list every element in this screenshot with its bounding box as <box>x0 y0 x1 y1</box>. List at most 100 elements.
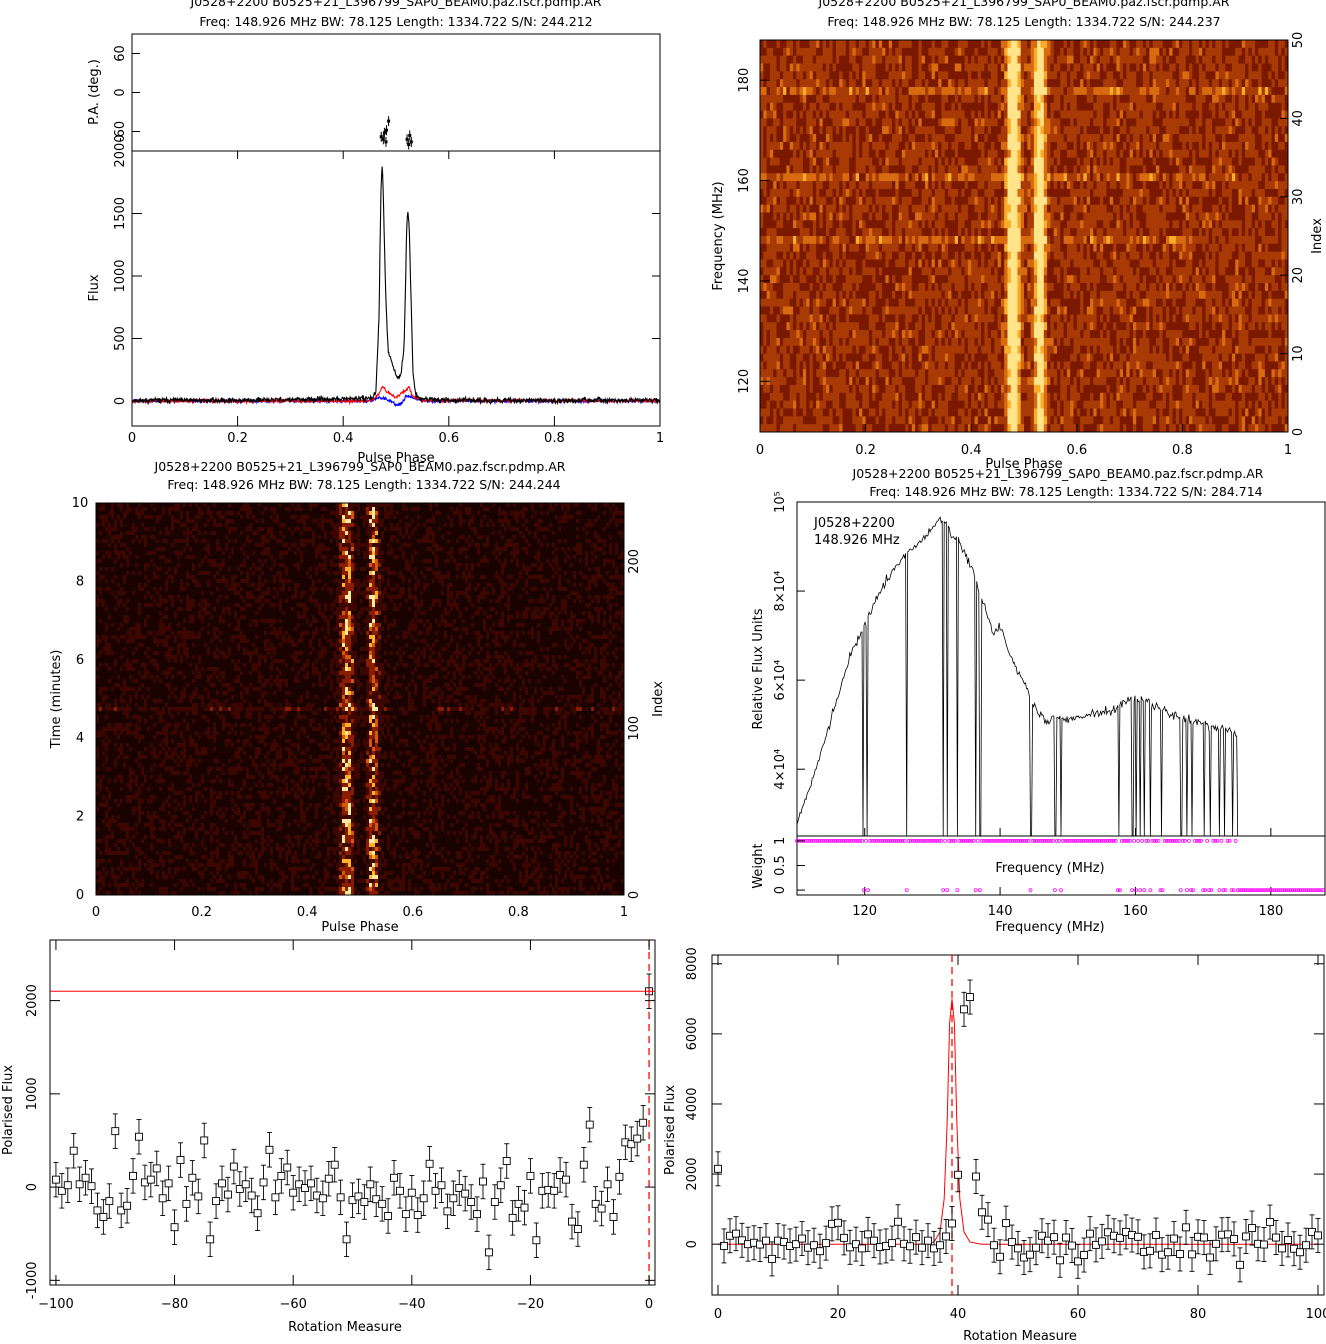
heatmap-cell <box>951 118 955 126</box>
heatmap-cell <box>882 181 886 189</box>
heatmap-cell <box>1021 252 1025 260</box>
heatmap-cell <box>981 48 985 56</box>
heatmap-cell <box>1153 212 1157 220</box>
heatmap-cell <box>767 103 771 111</box>
heatmap-cell <box>1179 134 1183 142</box>
heatmap-cell <box>971 181 975 189</box>
heatmap-cell <box>1044 48 1048 56</box>
heatmap-cell <box>1120 189 1124 197</box>
heatmap-cell <box>1219 220 1223 228</box>
heatmap-cell <box>1090 64 1094 72</box>
heatmap-cell <box>905 71 909 79</box>
heatmap-cell <box>1140 220 1144 228</box>
heatmap-cell <box>928 142 932 150</box>
heatmap-cell <box>1235 197 1239 205</box>
heatmap-cell <box>790 220 794 228</box>
heatmap-cell <box>1202 111 1206 119</box>
heatmap-cell <box>1222 228 1226 236</box>
heatmap-cell <box>843 165 847 173</box>
heatmap-cell <box>1281 95 1285 103</box>
heatmap-cell <box>876 64 880 72</box>
heatmap-cell <box>988 244 992 252</box>
heatmap-cell <box>988 252 992 260</box>
heatmap-cell <box>1252 150 1256 158</box>
heatmap-cell <box>935 181 939 189</box>
heatmap-cell <box>1212 165 1216 173</box>
heatmap-cell <box>889 260 893 268</box>
heatmap-cell <box>1140 40 1144 48</box>
heatmap-cell <box>978 173 982 181</box>
heatmap-cell <box>1225 189 1229 197</box>
heatmap-cell <box>806 142 810 150</box>
heatmap-cell <box>800 118 804 126</box>
heatmap-cell <box>918 48 922 56</box>
heatmap-cell <box>988 71 992 79</box>
heatmap-cell <box>1281 71 1285 79</box>
heatmap-cell <box>1074 142 1078 150</box>
heatmap-cell <box>826 252 830 260</box>
heatmap-cell <box>806 134 810 142</box>
heatmap-cell <box>885 103 889 111</box>
heatmap-cell <box>843 236 847 244</box>
heatmap-cell <box>816 111 820 119</box>
heatmap-cell <box>899 260 903 268</box>
heatmap-cell <box>991 111 995 119</box>
heatmap-cell <box>1248 205 1252 213</box>
heatmap-cell <box>1209 173 1213 181</box>
heatmap-cell <box>895 189 899 197</box>
heatmap-cell <box>763 181 767 189</box>
heatmap-cell <box>1255 118 1259 126</box>
heatmap-cell <box>829 181 833 189</box>
heatmap-cell <box>912 267 916 275</box>
heatmap-cell <box>1113 181 1117 189</box>
heatmap-cell <box>1103 134 1107 142</box>
heatmap-cell <box>790 267 794 275</box>
heatmap-cell <box>859 142 863 150</box>
heatmap-cell <box>777 173 781 181</box>
heatmap-cell <box>1021 228 1025 236</box>
heatmap-cell <box>885 236 889 244</box>
heatmap-cell <box>1235 236 1239 244</box>
heatmap-cell <box>1278 220 1282 228</box>
heatmap-cell <box>1242 142 1246 150</box>
heatmap-cell <box>1262 126 1266 134</box>
heatmap-cell <box>899 64 903 72</box>
heatmap-cell <box>1166 103 1170 111</box>
heatmap-cell <box>971 165 975 173</box>
heatmap-cell <box>1278 48 1282 56</box>
heatmap-cell <box>998 189 1002 197</box>
heatmap-cell <box>856 165 860 173</box>
heatmap-cell <box>1206 111 1210 119</box>
heatmap-cell <box>852 87 856 95</box>
heatmap-cell <box>971 48 975 56</box>
heatmap-cell <box>1123 111 1127 119</box>
heatmap-cell <box>928 173 932 181</box>
heatmap-cell <box>803 244 807 252</box>
heatmap-cell <box>978 212 982 220</box>
heatmap-cell <box>777 236 781 244</box>
heatmap-cell <box>1255 40 1259 48</box>
heatmap-cell <box>1057 142 1061 150</box>
heatmap-cell <box>1199 150 1203 158</box>
heatmap-cell <box>1222 220 1226 228</box>
heatmap-cell <box>1080 197 1084 205</box>
heatmap-cell <box>1153 142 1157 150</box>
heatmap-cell <box>1242 212 1246 220</box>
heatmap-cell <box>1001 48 1005 56</box>
heatmap-cell <box>915 197 919 205</box>
heatmap-cell <box>849 158 853 166</box>
heatmap-cell <box>770 48 774 56</box>
heatmap-cell <box>816 95 820 103</box>
heatmap-cell <box>786 56 790 64</box>
heatmap-cell <box>935 48 939 56</box>
heatmap-cell <box>965 189 969 197</box>
heatmap-cell <box>948 181 952 189</box>
heatmap-cell <box>806 95 810 103</box>
heatmap-cell <box>879 56 883 64</box>
heatmap-cell <box>1255 189 1259 197</box>
heatmap-cell <box>988 103 992 111</box>
heatmap-cell <box>1182 118 1186 126</box>
heatmap-cell <box>843 158 847 166</box>
heatmap-cell <box>767 71 771 79</box>
heatmap-cell <box>988 126 992 134</box>
